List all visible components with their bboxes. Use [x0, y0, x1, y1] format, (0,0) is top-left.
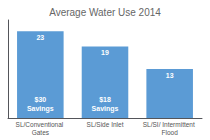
svg-text:Flood: Flood [162, 129, 179, 136]
svg-text:$18: $18 [99, 96, 111, 104]
svg-text:Average Water Use 2014: Average Water Use 2014 [49, 7, 161, 18]
svg-text:$30: $30 [34, 96, 46, 104]
svg-text:SL/SI/ Intermittent: SL/SI/ Intermittent [143, 121, 197, 128]
svg-text:Gates: Gates [32, 129, 50, 136]
svg-text:19: 19 [101, 49, 109, 56]
svg-text:Savings: Savings [92, 105, 119, 113]
svg-text:13: 13 [166, 72, 174, 79]
svg-text:23: 23 [36, 34, 44, 41]
svg-text:SL/Side Inlet: SL/Side Inlet [87, 121, 124, 128]
svg-text:Savings: Savings [27, 105, 54, 113]
svg-text:SL/Conventional: SL/Conventional [16, 121, 66, 128]
